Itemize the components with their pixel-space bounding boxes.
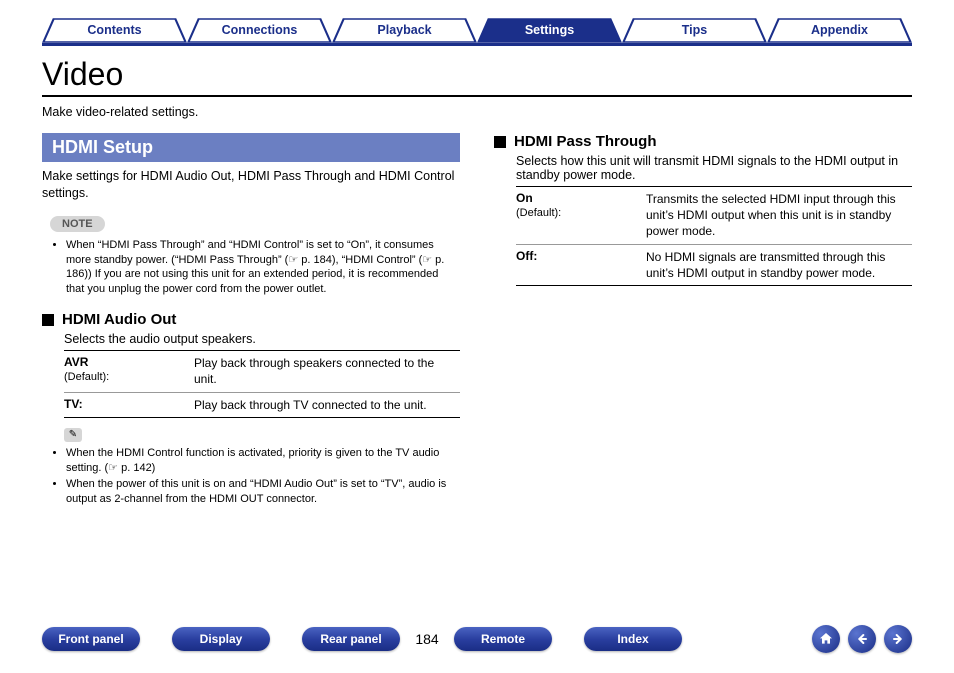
tab-label: Appendix: [811, 23, 868, 37]
hdmi-pass-through-options: On (Default): Transmits the selected HDM…: [516, 186, 912, 286]
tip-item: When the power of this unit is on and “H…: [66, 477, 460, 507]
option-default: (Default):: [516, 207, 561, 219]
tab-settings[interactable]: Settings: [477, 18, 622, 43]
option-row: TV: Play back through TV connected to th…: [64, 393, 460, 417]
nav-remote-button[interactable]: Remote: [454, 627, 552, 651]
top-tab-bar: Contents Connections Playback Settings T…: [42, 18, 912, 46]
subheading-desc: Selects how this unit will transmit HDMI…: [516, 154, 912, 182]
nav-index-button[interactable]: Index: [584, 627, 682, 651]
note-item: When “HDMI Pass Through” and “HDMI Contr…: [66, 238, 460, 297]
tab-contents[interactable]: Contents: [42, 18, 187, 43]
nav-front-panel-button[interactable]: Front panel: [42, 627, 140, 651]
option-default: (Default):: [64, 371, 109, 383]
subheading-desc: Selects the audio output speakers.: [64, 332, 460, 346]
option-value: Play back through speakers connected to …: [194, 355, 460, 387]
subheading-hdmi-pass-through: HDMI Pass Through: [494, 133, 912, 150]
section-hdmi-setup-title: HDMI Setup: [42, 133, 460, 162]
bottom-nav-bar: Front panel Display Rear panel 184 Remot…: [0, 625, 954, 653]
option-row: Off: No HDMI signals are transmitted thr…: [516, 245, 912, 285]
prev-page-icon[interactable]: [848, 625, 876, 653]
option-value: Play back through TV connected to the un…: [194, 397, 460, 413]
square-bullet-icon: [494, 136, 506, 148]
option-row: AVR (Default): Play back through speaker…: [64, 351, 460, 392]
tab-tips[interactable]: Tips: [622, 18, 767, 43]
option-key: On: [516, 191, 533, 205]
page-subtitle: Make video-related settings.: [42, 105, 912, 119]
note-badge: NOTE: [50, 216, 105, 232]
next-page-icon[interactable]: [884, 625, 912, 653]
subheading-label: HDMI Audio Out: [62, 311, 176, 328]
right-column: HDMI Pass Through Selects how this unit …: [494, 133, 912, 509]
page-number: 184: [400, 631, 454, 647]
home-icon[interactable]: [812, 625, 840, 653]
pencil-icon: ✎: [64, 428, 82, 442]
tab-playback[interactable]: Playback: [332, 18, 477, 43]
tab-appendix[interactable]: Appendix: [767, 18, 912, 43]
option-value: Transmits the selected HDMI input throug…: [646, 191, 912, 240]
tip-item: When the HDMI Control function is activa…: [66, 446, 460, 476]
page-title: Video: [42, 56, 912, 97]
tab-label: Connections: [222, 23, 298, 37]
option-key: TV:: [64, 397, 83, 411]
option-key: AVR: [64, 355, 88, 369]
section-hdmi-setup-desc: Make settings for HDMI Audio Out, HDMI P…: [42, 168, 460, 202]
option-key: Off:: [516, 249, 537, 263]
square-bullet-icon: [42, 314, 54, 326]
tab-label: Playback: [377, 23, 431, 37]
left-column: HDMI Setup Make settings for HDMI Audio …: [42, 133, 460, 509]
nav-rear-panel-button[interactable]: Rear panel: [302, 627, 400, 651]
tab-connections[interactable]: Connections: [187, 18, 332, 43]
option-value: No HDMI signals are transmitted through …: [646, 249, 912, 281]
tab-label: Settings: [525, 23, 574, 37]
option-row: On (Default): Transmits the selected HDM…: [516, 187, 912, 245]
subheading-hdmi-audio-out: HDMI Audio Out: [42, 311, 460, 328]
tip-list: When the HDMI Control function is activa…: [42, 446, 460, 507]
tab-label: Contents: [87, 23, 141, 37]
subheading-label: HDMI Pass Through: [514, 133, 657, 150]
hdmi-audio-out-options: AVR (Default): Play back through speaker…: [64, 350, 460, 418]
nav-display-button[interactable]: Display: [172, 627, 270, 651]
note-list: When “HDMI Pass Through” and “HDMI Contr…: [42, 238, 460, 297]
tab-label: Tips: [682, 23, 707, 37]
